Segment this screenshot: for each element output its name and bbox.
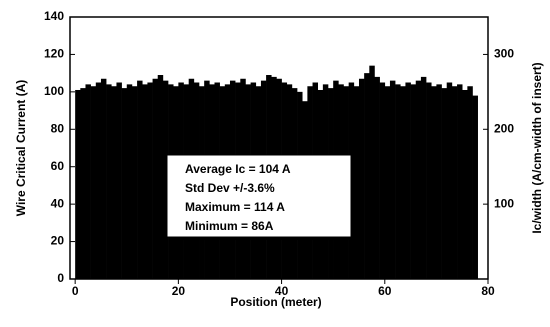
bar (472, 95, 478, 279)
y-tick-label: 140 (44, 9, 64, 23)
bar (137, 80, 143, 279)
bar (364, 73, 370, 280)
bar (389, 80, 396, 279)
bar (353, 86, 360, 279)
bar (75, 89, 81, 279)
bar (126, 84, 133, 279)
bar (441, 88, 448, 279)
bar (116, 82, 122, 279)
x-tick-label: 40 (275, 284, 289, 298)
bar (142, 84, 148, 279)
bar (462, 89, 468, 279)
bar (451, 86, 458, 279)
y-axis-label: Wire Critical Current (A) (14, 80, 28, 217)
bar (426, 82, 432, 279)
bar (85, 84, 91, 279)
bar (384, 86, 391, 279)
plot-frame (69, 16, 489, 280)
y-tick-label: 100 (44, 84, 64, 98)
bar (420, 76, 427, 279)
bar (415, 80, 422, 279)
y2-axis-label: Ic/width (A/cm-width of insert) (530, 62, 544, 233)
x-tick-label: 80 (481, 284, 495, 298)
x-tick-label: 60 (378, 284, 392, 298)
bar (395, 84, 401, 279)
bar (358, 78, 365, 279)
x-axis-label: Position (meter) (230, 295, 321, 309)
bar (100, 78, 107, 279)
x-tick-label: 0 (72, 284, 79, 298)
bar (431, 86, 437, 279)
y2-tick-label: 100 (494, 196, 514, 210)
y-tick-label: 0 (57, 271, 64, 285)
bar (405, 82, 411, 279)
bar (374, 76, 380, 279)
y-tick-label: 60 (51, 159, 65, 173)
annotation-line: Average Ic = 104 A (185, 162, 291, 176)
bar (369, 65, 375, 280)
y2-tick-label: 200 (494, 121, 514, 135)
bar (121, 88, 128, 279)
bar (111, 86, 117, 279)
bar (436, 84, 442, 279)
bar (152, 78, 159, 279)
annotation-line: Std Dev +/-3.6% (185, 181, 275, 195)
bar (410, 84, 417, 279)
bar (400, 86, 406, 279)
bar (131, 86, 138, 279)
bar (80, 88, 86, 279)
bar (90, 86, 97, 279)
x-tick-label: 20 (172, 284, 186, 298)
bar (162, 80, 169, 279)
bar (467, 86, 473, 279)
bar (379, 82, 386, 279)
bar (106, 84, 112, 279)
annotation-box (166, 154, 352, 238)
bar (446, 82, 453, 279)
y2-tick-label: 300 (494, 47, 514, 61)
bar (157, 75, 164, 279)
bar (147, 82, 153, 279)
y-tick-label: 20 (51, 234, 65, 248)
bar (457, 84, 463, 279)
y-tick-label: 40 (51, 196, 65, 210)
bar (95, 82, 102, 279)
y-tick-label: 120 (44, 47, 64, 61)
annotation-line: Minimum = 86A (185, 219, 274, 233)
annotation-line: Maximum = 114 A (185, 200, 285, 214)
y-tick-label: 80 (51, 121, 65, 135)
